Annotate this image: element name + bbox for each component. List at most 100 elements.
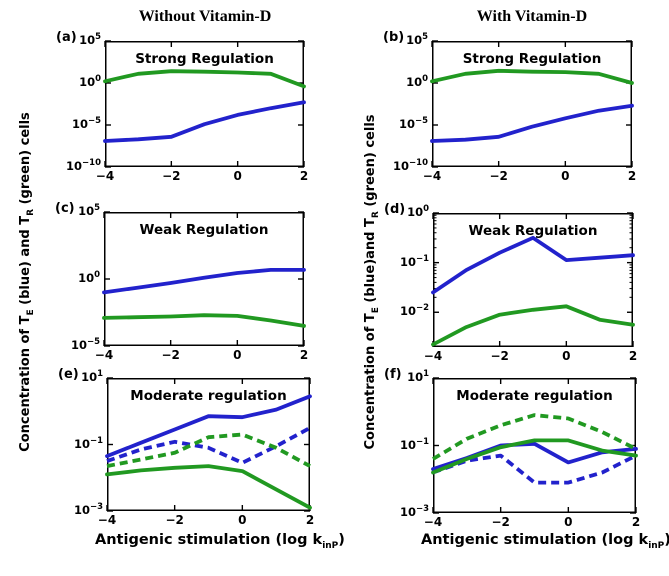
label-text: ) bbox=[664, 532, 669, 548]
label-subscript: R bbox=[370, 211, 381, 219]
label-subscript: E bbox=[25, 309, 36, 316]
y-tick-label: 100 bbox=[407, 204, 429, 219]
plot-title-e: Moderate regulation bbox=[130, 388, 286, 404]
panel-letter-a: (a) bbox=[56, 30, 77, 45]
y-tick-label: 10−5 bbox=[70, 337, 100, 352]
data-line-blue-dashed bbox=[106, 426, 311, 465]
y-tick-label: 10−1 bbox=[399, 436, 429, 452]
y-tick-label: 10−3 bbox=[399, 504, 429, 519]
data-line-green-dashed bbox=[106, 432, 311, 468]
data-line-blue-solid bbox=[431, 441, 638, 471]
data-line-blue-solid bbox=[431, 235, 635, 295]
x-tick-label: −2 bbox=[491, 515, 510, 529]
x-tick-label: −4 bbox=[94, 348, 114, 362]
data-line-green-solid bbox=[430, 68, 634, 85]
x-tick-label: 0 bbox=[561, 169, 570, 183]
y-tick-label: 10−5 bbox=[71, 116, 101, 131]
x-tick-label: −2 bbox=[165, 513, 184, 527]
panel-b: (b) Strong Regulation 105 100 10−5 10−10 −4 −2 0… bbox=[382, 27, 642, 189]
panel-d: (d) Weak Regulation 100 10−1 10−2 −4 −2 0 2 bbox=[383, 199, 643, 369]
y-tick-label: 10−5 bbox=[398, 116, 428, 131]
plot-title-c: Weak Regulation bbox=[140, 222, 269, 238]
x-tick-label: 0 bbox=[233, 348, 242, 362]
label-text: (green) cells bbox=[363, 114, 379, 212]
plot-title-f: Moderate regulation bbox=[456, 388, 612, 404]
x-tick-label: 2 bbox=[627, 169, 637, 183]
panel-letter-e: (e) bbox=[58, 367, 79, 382]
plot-title-a: Strong Regulation bbox=[135, 51, 274, 67]
label-subscript: inP bbox=[648, 540, 665, 551]
label-subscript: E bbox=[370, 307, 381, 314]
y-tick-label: 100 bbox=[78, 270, 100, 285]
y-axis-label-right: Concentration of TE (blue)and TR (green)… bbox=[363, 114, 381, 449]
data-line-green-solid bbox=[103, 69, 306, 89]
x-axis-label-right: Antigenic stimulation (log kinP) bbox=[421, 532, 669, 551]
y-tick-label: 10−3 bbox=[73, 502, 103, 517]
label-text: Concentration of T bbox=[363, 313, 379, 450]
x-tick-label: −4 bbox=[97, 513, 117, 527]
data-line-blue-dashed bbox=[432, 453, 637, 485]
x-tick-label: 0 bbox=[564, 515, 573, 529]
plot-title-b: Strong Regulation bbox=[463, 51, 602, 67]
x-tick-label: −4 bbox=[423, 349, 443, 363]
y-tick-label: 10−1 bbox=[73, 435, 103, 451]
axis-box bbox=[433, 213, 633, 347]
y-tick-label: 100 bbox=[79, 74, 101, 89]
label-text: Antigenic stimulation (log k bbox=[421, 532, 649, 548]
x-tick-label: 2 bbox=[628, 349, 638, 363]
x-tick-label: −4 bbox=[423, 515, 443, 529]
label-text: ) bbox=[338, 532, 345, 548]
x-tick-label: −2 bbox=[489, 169, 508, 183]
column-title-without-vitamin-d: Without Vitamin-D bbox=[138, 8, 272, 25]
panel-f: (f) Moderate regulation 101 10−1 10−3 −4 −2 0 2 bbox=[383, 364, 646, 535]
data-line-blue-solid bbox=[103, 100, 306, 143]
x-tick-label: 2 bbox=[631, 515, 641, 529]
axes-d: Weak Regulation bbox=[431, 212, 635, 347]
data-line-green-solid bbox=[431, 438, 638, 475]
data-line-blue-solid bbox=[102, 268, 306, 295]
x-tick-label: 2 bbox=[299, 169, 309, 183]
y-tick-label: 100 bbox=[406, 74, 428, 89]
x-tick-label: −2 bbox=[161, 348, 180, 362]
x-tick-label: 2 bbox=[299, 348, 309, 362]
panel-letter-c: (c) bbox=[55, 201, 75, 216]
label-text: (green) cells bbox=[18, 112, 34, 209]
x-tick-label: −4 bbox=[422, 169, 442, 183]
y-tick-label: 105 bbox=[79, 32, 101, 47]
label-text: Concentration of T bbox=[18, 315, 34, 452]
x-tick-label: −2 bbox=[490, 349, 509, 363]
panel-letter-b: (b) bbox=[383, 30, 405, 45]
data-line-green-solid bbox=[102, 313, 306, 328]
y-tick-label: 10−10 bbox=[66, 158, 101, 173]
x-tick-label: −2 bbox=[162, 169, 181, 183]
y-tick-label: 101 bbox=[407, 369, 429, 384]
y-axis-label-left: Concentration of TE (blue) and TR (green… bbox=[18, 112, 36, 452]
data-line-green-solid bbox=[431, 304, 635, 347]
axes-f: Moderate regulation bbox=[431, 377, 638, 514]
label-subscript: R bbox=[25, 208, 36, 216]
x-tick-label: 0 bbox=[562, 349, 571, 363]
axes-e: Moderate regulation bbox=[105, 377, 312, 512]
label-subscript: inP bbox=[322, 540, 339, 551]
label-text: (blue) and T bbox=[18, 215, 34, 310]
panel-letter-d: (d) bbox=[384, 202, 406, 217]
x-tick-label: 2 bbox=[305, 513, 315, 527]
label-text: (blue)and T bbox=[363, 218, 379, 308]
panel-c: (c) Weak Regulation 105 100 10−5 −4 −2 0 2 bbox=[54, 198, 314, 368]
y-tick-label: 101 bbox=[81, 369, 103, 384]
y-tick-label: 10−1 bbox=[399, 253, 429, 269]
plot-title-d: Weak Regulation bbox=[469, 223, 598, 239]
y-tick-label: 10−2 bbox=[399, 303, 429, 319]
y-tick-label: 105 bbox=[406, 32, 428, 47]
data-line-green-dashed bbox=[432, 413, 637, 461]
x-axis-label-left: Antigenic stimulation (log kinP) bbox=[95, 532, 345, 551]
panel-letter-f: (f) bbox=[384, 367, 402, 382]
data-line-blue-solid bbox=[105, 394, 312, 458]
axes-b: Strong Regulation bbox=[430, 40, 634, 168]
x-tick-label: 0 bbox=[238, 513, 247, 527]
y-tick-label: 10−10 bbox=[393, 158, 428, 173]
data-line-green-solid bbox=[105, 464, 312, 510]
panel-e: (e) Moderate regulation 101 10−1 10−3 −4 −2 0 2 bbox=[57, 364, 320, 533]
x-tick-label: 0 bbox=[233, 169, 242, 183]
